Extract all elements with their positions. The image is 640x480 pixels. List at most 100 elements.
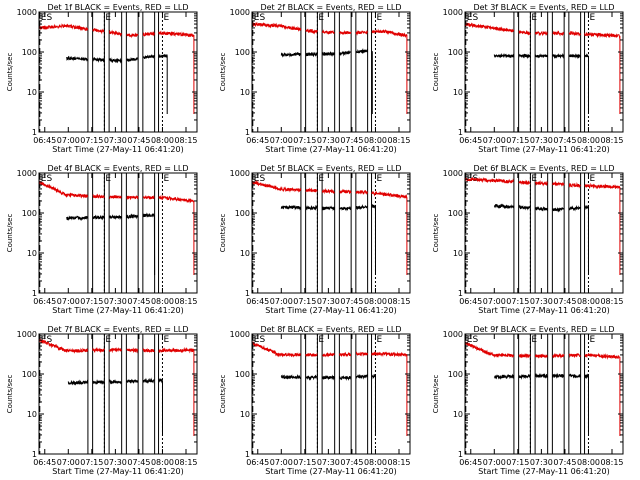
y-tick-label: 1000 [17, 169, 37, 178]
x-tick-label: 07:45 [127, 136, 150, 145]
marker-label: E [318, 174, 324, 184]
x-axis-label: Start Time (27-May-11 06:41:20) [52, 306, 183, 315]
x-tick-label: 08:15 [387, 458, 410, 467]
plot-frame [464, 172, 624, 294]
y-tick-label: 10 [27, 410, 37, 419]
y-tick-label: 1 [32, 128, 37, 137]
marker-label: E [163, 335, 169, 345]
y-tick-label: 100 [448, 370, 463, 379]
x-tick-label: 08:15 [600, 136, 623, 145]
y-tick-label: 100 [448, 48, 463, 57]
marker-label: E [589, 13, 595, 23]
y-tick-label: 10 [240, 249, 250, 258]
y-tick-label: 100 [235, 370, 250, 379]
x-axis-label: Start Time (27-May-11 06:41:20) [265, 467, 396, 476]
x-tick-label: 07:15 [293, 297, 316, 306]
series-line-events [280, 48, 373, 114]
marker-label: E [105, 335, 111, 345]
x-tick-label: 07:30 [530, 458, 553, 467]
marker-label: ES [467, 13, 479, 23]
x-tick-label: 07:15 [506, 458, 529, 467]
y-tick-label: 1000 [17, 330, 37, 339]
x-axis-label: Start Time (27-May-11 06:41:20) [478, 306, 609, 315]
x-tick-label: 07:00 [483, 136, 506, 145]
x-tick-label: 08:15 [174, 458, 197, 467]
y-tick-label: 1 [245, 128, 250, 137]
y-tick-label: 10 [453, 249, 463, 258]
series-line-events [493, 52, 589, 114]
x-axis-label: Start Time (27-May-11 06:41:20) [52, 467, 183, 476]
y-axis-label: Counts/sec [219, 375, 227, 414]
y-tick-label: 100 [235, 209, 250, 218]
y-tick-label: 10 [27, 88, 37, 97]
x-tick-label: 08:00 [364, 458, 387, 467]
x-tick-label: 07:45 [340, 297, 363, 306]
marker-label: ES [467, 335, 479, 345]
series-line-events [493, 372, 589, 436]
x-tick-label: 07:00 [270, 136, 293, 145]
y-tick-label: 1 [245, 289, 250, 298]
x-tick-label: 07:00 [57, 458, 80, 467]
x-tick-label: 07:00 [270, 297, 293, 306]
y-tick-label: 1000 [443, 8, 463, 17]
x-axis-label: Start Time (27-May-11 06:41:20) [52, 145, 183, 154]
series-line-lld [38, 338, 195, 436]
x-axis-label: Start Time (27-May-11 06:41:20) [265, 145, 396, 154]
x-tick-label: 06:45 [33, 136, 56, 145]
x-tick-label: 07:15 [506, 297, 529, 306]
x-tick-label: 08:15 [387, 136, 410, 145]
x-tick-label: 08:00 [577, 458, 600, 467]
x-tick-label: 06:45 [246, 136, 269, 145]
x-tick-label: 07:30 [530, 136, 553, 145]
x-tick-label: 07:15 [293, 458, 316, 467]
x-axis-label: Start Time (27-May-11 06:41:20) [478, 145, 609, 154]
x-axis-label: Start Time (27-May-11 06:41:20) [265, 306, 396, 315]
series-line-events [67, 377, 163, 436]
marker-label: E [376, 174, 382, 184]
x-tick-label: 06:45 [459, 136, 482, 145]
x-tick-label: 08:15 [387, 297, 410, 306]
x-tick-label: 07:45 [553, 136, 576, 145]
x-tick-label: 07:15 [80, 136, 103, 145]
marker-label: E [531, 13, 537, 23]
series-line-events [280, 204, 376, 275]
panel-title: Det 2f BLACK = Events, RED = LLD [260, 3, 401, 12]
y-tick-label: 10 [453, 410, 463, 419]
x-tick-label: 07:00 [483, 458, 506, 467]
x-tick-label: 06:45 [33, 297, 56, 306]
y-tick-label: 1000 [230, 330, 250, 339]
y-axis-label: Counts/sec [432, 53, 440, 92]
x-tick-label: 08:00 [577, 136, 600, 145]
y-tick-label: 100 [235, 48, 250, 57]
x-tick-label: 07:45 [340, 458, 363, 467]
marker-label: E [163, 13, 169, 23]
y-tick-label: 1000 [443, 169, 463, 178]
x-tick-label: 07:45 [553, 297, 576, 306]
y-tick-label: 1000 [230, 8, 250, 17]
y-axis-label: Counts/sec [6, 214, 14, 253]
marker-label: E [531, 335, 537, 345]
marker-label: E [376, 335, 382, 345]
marker-label: E [163, 174, 169, 184]
x-tick-label: 07:45 [127, 458, 150, 467]
plot-frame [251, 172, 411, 294]
y-tick-label: 10 [240, 88, 250, 97]
x-tick-label: 07:45 [553, 458, 576, 467]
series-line-events [66, 53, 168, 114]
y-tick-label: 1000 [17, 8, 37, 17]
x-tick-label: 06:45 [246, 297, 269, 306]
x-axis-label: Start Time (27-May-11 06:41:20) [478, 467, 609, 476]
series-line-lld [464, 341, 621, 436]
marker-label: E [589, 174, 595, 184]
marker-label: ES [41, 174, 53, 184]
x-tick-label: 08:15 [600, 458, 623, 467]
x-tick-label: 07:00 [483, 297, 506, 306]
y-tick-label: 1 [458, 128, 463, 137]
y-tick-label: 1000 [443, 330, 463, 339]
panel-title: Det 8f BLACK = Events, RED = LLD [260, 325, 401, 334]
